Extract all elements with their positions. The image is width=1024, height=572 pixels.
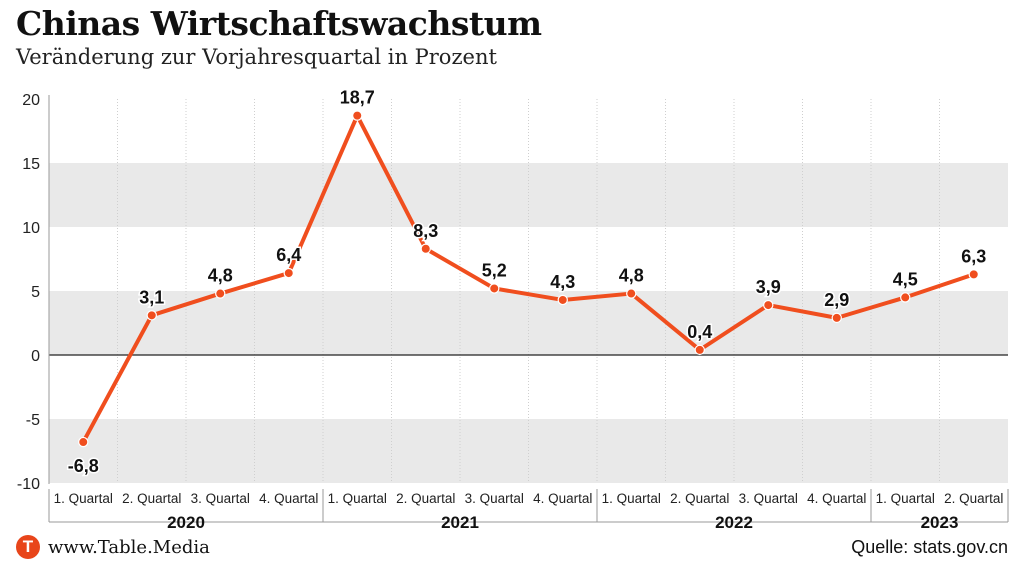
data-point — [557, 294, 568, 306]
vertical-gridlines — [117, 99, 940, 483]
data-point — [900, 292, 911, 303]
gdp-growth-line — [81, 113, 976, 445]
data-label: 0,4 — [687, 322, 712, 342]
data-label: 4,8 — [619, 266, 644, 286]
data-point — [626, 288, 637, 299]
source-note: Quelle: stats.gov.cn — [851, 537, 1008, 557]
data-label: 8,3 — [413, 221, 438, 241]
x-tick-label: 4. Quartal — [259, 491, 318, 506]
grid-band — [49, 291, 1008, 355]
x-tick-label: 2. Quartal — [396, 491, 455, 506]
data-label: -6,8 — [68, 456, 99, 476]
x-axis: 1. Quartal 2. Quartal 3. Quartal 4. Quartal… — [48, 489, 1009, 532]
data-label: 4,5 — [893, 269, 918, 289]
data-label: 6,3 — [961, 246, 986, 266]
data-label: 18,7 — [340, 88, 375, 108]
x-tick-label: 2. Quartal — [670, 491, 729, 506]
x-tick-label: 1. Quartal — [328, 491, 387, 506]
data-point — [763, 299, 774, 311]
x-tick-label: 3. Quartal — [465, 491, 524, 506]
data-label: 6,4 — [276, 245, 301, 265]
data-labels: -6,8 3,1 4,8 6,4 18,7 8,3 5,2 4,3 4,8 0,4 3,9 2,9 4,… — [66, 86, 988, 477]
year-label: 2023 — [921, 513, 959, 532]
data-point — [489, 283, 500, 294]
y-tick-label: 15 — [22, 156, 40, 173]
data-point — [831, 312, 842, 324]
x-tick-label: 2. Quartal — [122, 491, 181, 506]
y-tick-label: 20 — [22, 92, 40, 109]
data-point — [146, 310, 157, 321]
x-tick-label: 1. Quartal — [876, 491, 935, 506]
data-point — [215, 288, 226, 299]
y-tick-label: -5 — [26, 412, 40, 429]
y-axis: 20 15 10 5 0 -5 -10 — [17, 92, 50, 493]
x-tick-label: 2. Quartal — [944, 491, 1003, 506]
data-point — [420, 243, 431, 254]
y-tick-label: -10 — [17, 476, 40, 493]
data-label: 5,2 — [482, 260, 507, 280]
brand: T www.Table.Media — [16, 534, 210, 560]
y-tick-label: 10 — [22, 220, 40, 237]
y-tick-label: 0 — [31, 348, 40, 365]
table-media-logo-icon: T — [16, 535, 40, 559]
site-url: www.Table.Media — [48, 536, 210, 558]
data-label: 3,1 — [139, 287, 164, 307]
x-tick-label: 3. Quartal — [191, 491, 250, 506]
data-point — [694, 344, 705, 356]
chart-subtitle: Veränderung zur Vorjahresquartal in Proz… — [16, 45, 497, 69]
x-tick-label: 1. Quartal — [602, 491, 661, 506]
x-tick-label: 3. Quartal — [739, 491, 798, 506]
data-label: 4,8 — [208, 266, 233, 286]
data-point — [968, 269, 979, 280]
x-tick-label: 4. Quartal — [807, 491, 866, 506]
line-chart: 20 15 10 5 0 -5 -10 1. Quartal 2. Quartal 3. Qua… — [17, 86, 1009, 532]
data-label: 4,3 — [550, 272, 575, 292]
year-label: 2021 — [441, 513, 479, 532]
x-tick-label: 1. Quartal — [54, 491, 113, 506]
x-tick-label: 4. Quartal — [533, 491, 592, 506]
data-point — [78, 436, 89, 448]
year-label: 2022 — [715, 513, 753, 532]
data-point — [352, 110, 363, 121]
chart-title: Chinas Wirtschaftswachstum — [16, 4, 542, 43]
y-tick-label: 5 — [31, 284, 40, 301]
data-point — [283, 267, 294, 279]
data-series — [78, 110, 979, 448]
data-label: 3,9 — [756, 277, 781, 297]
year-label: 2020 — [167, 513, 205, 532]
data-label: 2,9 — [824, 290, 849, 310]
